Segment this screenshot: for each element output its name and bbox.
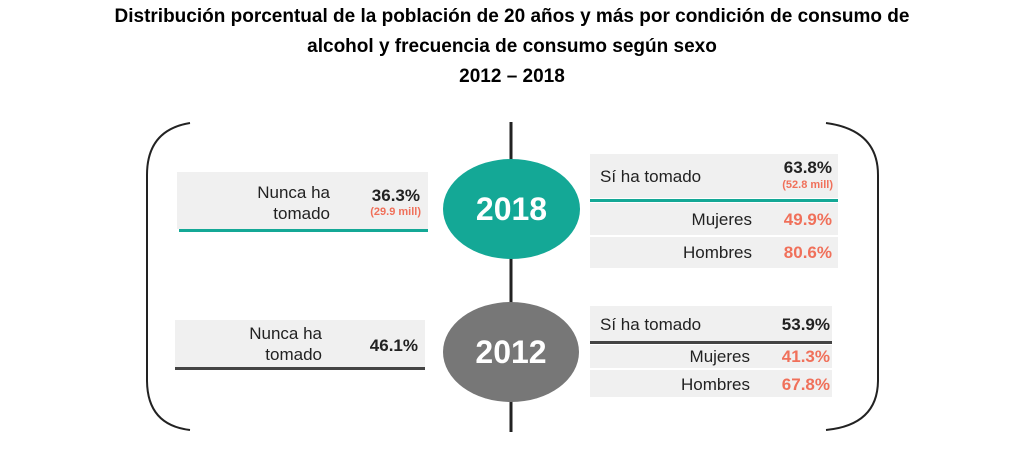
yes-2018-underline (590, 199, 838, 202)
women-2018-value: 49.9% (783, 210, 832, 229)
yes-2012-box (590, 306, 832, 341)
women-2012-row (590, 345, 832, 368)
left-bracket (146, 122, 191, 431)
yes-2018-mill: (52.8 mill) (782, 179, 833, 191)
year-2012-circle: 2012 (443, 302, 579, 402)
never-2012-value: 46.1% (369, 336, 418, 355)
title-line-2: alcohol y frecuencia de consumo según se… (307, 36, 717, 57)
yes-2018-value: 63.8% (783, 158, 832, 177)
never-2018-label: Nunca ha tomado (257, 183, 330, 223)
women-2018-label: Mujeres (691, 210, 752, 229)
yes-2012-value: 53.9% (781, 315, 830, 334)
women-2012-value: 41.3% (781, 347, 830, 366)
never-2018-underline (179, 229, 428, 232)
men-2018-row (590, 237, 838, 268)
never-2012-box (175, 320, 425, 367)
never-2018-value: 36.3% (371, 186, 420, 205)
title-line-3: 2012 – 2018 (459, 66, 565, 87)
right-bracket (825, 122, 879, 431)
year-2018-circle: 2018 (443, 159, 580, 259)
never-2018-mill: (29.9 mill) (370, 206, 421, 218)
never-2012-underline (175, 367, 425, 370)
never-2018-box (177, 172, 428, 229)
men-2012-value: 67.8% (781, 375, 830, 394)
chart-title: Distribución porcentual de la población … (0, 2, 1024, 92)
men-2018-value: 80.6% (783, 243, 832, 262)
men-2012-row (590, 370, 832, 397)
yes-2018-label: Sí ha tomado (600, 167, 702, 186)
men-2012-label: Hombres (681, 375, 750, 394)
yes-2012-underline (590, 341, 832, 344)
women-2018-row (590, 203, 838, 235)
men-2018-label: Hombres (683, 243, 752, 262)
yes-2018-box (590, 154, 838, 198)
women-2012-label: Mujeres (689, 347, 750, 366)
title-line-1: Distribución porcentual de la población … (114, 6, 910, 27)
never-2012-label: Nunca ha tomado (249, 324, 322, 364)
yes-2012-label: Sí ha tomado (600, 315, 702, 334)
